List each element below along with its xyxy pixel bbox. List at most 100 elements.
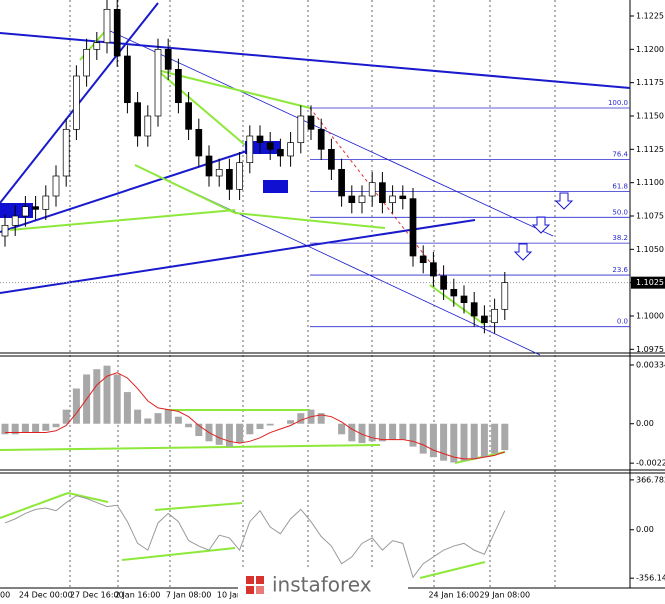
candle-body [42,195,50,210]
candle-body [83,48,90,77]
y-tick-label: -0.00224 [636,459,665,468]
candle-body [277,148,284,157]
histogram-bar [215,423,223,445]
histogram-bar [185,423,193,428]
x-tick-label: 27 Dec 16:00 [70,591,124,600]
histogram-bar [440,423,448,461]
candle-body [491,308,498,324]
x-tick-label: 7 Jan 08:00 [166,591,212,600]
histogram-bar [195,423,203,437]
candle-body [103,8,111,44]
histogram-bar [429,423,437,458]
histogram-bar [389,423,397,440]
candle-body [144,115,152,137]
histogram-bar [62,409,70,424]
histogram-bar [21,423,29,433]
candle-body [73,75,80,130]
histogram-bar [378,423,386,442]
candle-body [11,215,19,226]
candle-body [266,142,274,150]
candle-body [215,168,223,177]
histogram-bar [236,423,244,444]
histogram-bar [154,413,162,424]
candle-body [134,102,141,137]
histogram-bar [144,418,152,424]
candle-body [348,195,356,204]
histogram-bar [42,423,50,431]
candle-body [399,195,407,200]
fib-label: 76.4 [612,151,628,159]
x-tick-label: 00 [0,591,10,600]
candle-body [470,302,478,317]
candle-body [368,182,376,197]
y-tick-label: 1.1150 [636,112,664,121]
histogram-bar [491,423,499,454]
signal-line [5,372,505,460]
candle-body [379,182,386,204]
candle-body [113,8,121,57]
candle-body [124,55,131,104]
y-tick-label: 1.1075 [636,212,664,221]
y-tick-label: 366.782 [636,475,665,484]
histogram-bar [164,409,172,424]
histogram-bar [460,423,468,461]
histogram-bar [123,392,131,424]
histogram-bar [93,369,101,424]
cci-line [4,495,506,579]
fib-label: 61.8 [612,183,628,191]
y-tick-label: 1.1200 [636,45,664,54]
candle-body [460,295,468,304]
candle-body [226,168,233,190]
candle-body [297,115,305,144]
x-tick-label: 2 Jan 16:00 [115,591,161,600]
fib-label: 23.6 [612,266,628,274]
candle-body [389,195,396,204]
histogram-bar [450,423,458,463]
histogram-bar [287,420,295,424]
arrows [513,192,574,261]
histogram-bar [470,423,478,459]
fib-label: 0.0 [617,318,628,326]
candle-body [175,68,182,104]
y-tick-label: 1.0975 [636,345,664,354]
candle-body [409,198,417,257]
histogram-bar [266,423,274,426]
histogram-bar [32,423,40,433]
candle-body [22,206,29,217]
histogram-bar [317,413,325,424]
histogram-bar [256,423,264,430]
fib-label: 50.0 [612,208,628,216]
histogram-bar [297,413,305,424]
candle-body [430,262,437,277]
histogram-bar [11,423,19,435]
histogram-bar [338,423,346,435]
y-tick-label: 0.00 [636,419,654,428]
y-tick-label: 1.1050 [636,245,664,254]
candle-body [501,282,509,310]
histogram-bar [409,423,417,447]
histogram-bar [225,423,233,447]
histogram-bar [113,374,121,424]
watermark-text: instaforex [272,573,372,597]
candle-body [236,162,243,190]
histogram-bar [134,409,142,424]
histogram-bar [501,423,509,451]
candle-body [205,155,213,177]
candle-body [419,255,427,264]
candle-body [52,175,60,197]
candle-body [195,128,203,157]
fib-label: 38.2 [612,234,628,242]
histogram-bar [348,423,356,442]
candle-body [62,128,70,177]
x-tick-label: 29 Jan 08:00 [479,591,530,600]
candle-body [32,206,39,210]
histogram-bar [1,423,9,435]
candle-body [1,224,9,237]
y-tick-label: 0.00334 [636,360,665,369]
candle-body [317,128,325,150]
histogram-bar [174,416,182,424]
candle-body [246,135,254,164]
